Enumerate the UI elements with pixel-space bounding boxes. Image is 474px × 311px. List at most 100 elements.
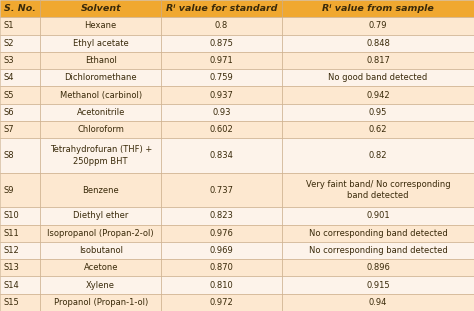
Text: 0.870: 0.870: [210, 263, 234, 272]
Bar: [161, 294, 282, 311]
Text: S9: S9: [4, 186, 14, 195]
Bar: [282, 104, 474, 121]
Bar: [282, 242, 474, 259]
Text: S3: S3: [4, 56, 14, 65]
Text: 0.759: 0.759: [210, 73, 234, 82]
Bar: [0, 17, 40, 35]
Text: 0.942: 0.942: [366, 91, 390, 100]
Bar: [40, 242, 161, 259]
Bar: [40, 207, 161, 225]
Text: 0.95: 0.95: [369, 108, 387, 117]
Bar: [282, 225, 474, 242]
Text: Propanol (Propan-1-ol): Propanol (Propan-1-ol): [54, 298, 148, 307]
Text: S15: S15: [4, 298, 19, 307]
Bar: [282, 173, 474, 207]
Text: 0.93: 0.93: [212, 108, 231, 117]
Text: Ethanol: Ethanol: [85, 56, 117, 65]
Text: Ethyl acetate: Ethyl acetate: [73, 39, 128, 48]
Text: 0.915: 0.915: [366, 281, 390, 290]
Bar: [40, 104, 161, 121]
Bar: [40, 121, 161, 138]
Text: 0.94: 0.94: [369, 298, 387, 307]
Text: S. No.: S. No.: [4, 4, 36, 13]
Bar: [161, 173, 282, 207]
Bar: [0, 35, 40, 52]
Bar: [40, 276, 161, 294]
Bar: [40, 259, 161, 276]
Bar: [161, 69, 282, 86]
Text: S6: S6: [4, 108, 14, 117]
Bar: [282, 276, 474, 294]
Text: Dichloromethane: Dichloromethane: [64, 73, 137, 82]
Bar: [0, 294, 40, 311]
Text: S10: S10: [4, 211, 19, 220]
Bar: [161, 225, 282, 242]
Text: 0.901: 0.901: [366, 211, 390, 220]
Text: 0.976: 0.976: [210, 229, 234, 238]
Text: Chloroform: Chloroform: [77, 125, 124, 134]
Text: Xylene: Xylene: [86, 281, 115, 290]
Text: Benzene: Benzene: [82, 186, 119, 195]
Text: 0.971: 0.971: [210, 56, 234, 65]
Bar: [282, 259, 474, 276]
Bar: [40, 69, 161, 86]
Text: S1: S1: [4, 21, 14, 30]
Text: S14: S14: [4, 281, 19, 290]
Bar: [161, 138, 282, 173]
Text: 0.972: 0.972: [210, 298, 234, 307]
Text: 0.896: 0.896: [366, 263, 390, 272]
Bar: [161, 104, 282, 121]
Bar: [282, 138, 474, 173]
Text: 0.79: 0.79: [369, 21, 387, 30]
Text: Isobutanol: Isobutanol: [79, 246, 123, 255]
Text: 0.8: 0.8: [215, 21, 228, 30]
Text: Rⁱ value for standard: Rⁱ value for standard: [166, 4, 277, 13]
Bar: [161, 35, 282, 52]
Text: 0.823: 0.823: [210, 211, 234, 220]
Text: Tetrahydrofuran (THF) +
250ppm BHT: Tetrahydrofuran (THF) + 250ppm BHT: [50, 146, 152, 165]
Text: 0.602: 0.602: [210, 125, 234, 134]
Text: S2: S2: [4, 39, 14, 48]
Bar: [282, 52, 474, 69]
Bar: [161, 259, 282, 276]
Text: 0.737: 0.737: [210, 186, 234, 195]
Bar: [282, 294, 474, 311]
Text: Solvent: Solvent: [81, 4, 121, 13]
Text: No good band detected: No good band detected: [328, 73, 428, 82]
Text: S12: S12: [4, 246, 19, 255]
Text: S4: S4: [4, 73, 14, 82]
Text: Acetone: Acetone: [83, 263, 118, 272]
Bar: [161, 17, 282, 35]
Bar: [161, 52, 282, 69]
Bar: [40, 294, 161, 311]
Text: Hexane: Hexane: [84, 21, 117, 30]
Bar: [0, 86, 40, 104]
Bar: [282, 0, 474, 17]
Bar: [0, 69, 40, 86]
Bar: [0, 104, 40, 121]
Bar: [0, 259, 40, 276]
Bar: [161, 86, 282, 104]
Text: 0.834: 0.834: [210, 151, 234, 160]
Text: Diethyl ether: Diethyl ether: [73, 211, 128, 220]
Text: Isopropanol (Propan-2-ol): Isopropanol (Propan-2-ol): [47, 229, 154, 238]
Text: S13: S13: [4, 263, 19, 272]
Bar: [282, 35, 474, 52]
Bar: [0, 225, 40, 242]
Bar: [282, 86, 474, 104]
Text: 0.810: 0.810: [210, 281, 234, 290]
Bar: [161, 207, 282, 225]
Text: 0.875: 0.875: [210, 39, 234, 48]
Text: S11: S11: [4, 229, 19, 238]
Bar: [0, 276, 40, 294]
Text: S8: S8: [4, 151, 14, 160]
Text: S5: S5: [4, 91, 14, 100]
Bar: [161, 0, 282, 17]
Bar: [40, 225, 161, 242]
Text: No corresponding band detected: No corresponding band detected: [309, 246, 447, 255]
Bar: [40, 0, 161, 17]
Text: Very faint band/ No corresponding
band detected: Very faint band/ No corresponding band d…: [306, 180, 450, 200]
Text: No corresponding band detected: No corresponding band detected: [309, 229, 447, 238]
Bar: [0, 52, 40, 69]
Text: Acetonitrile: Acetonitrile: [76, 108, 125, 117]
